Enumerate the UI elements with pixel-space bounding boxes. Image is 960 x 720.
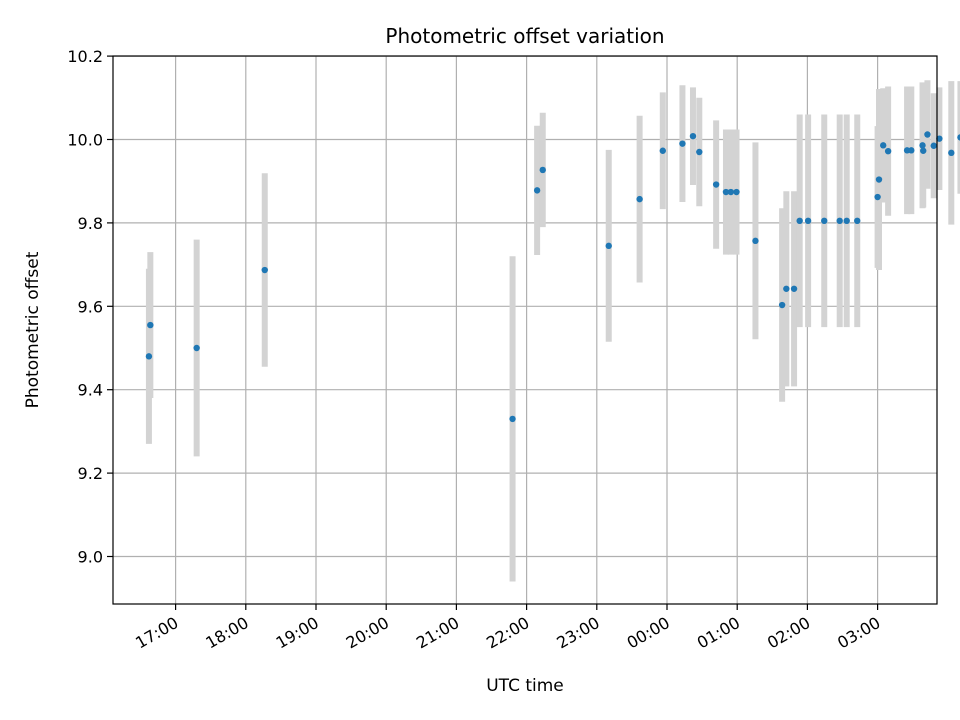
chart-title: Photometric offset variation (385, 24, 664, 48)
data-point (804, 217, 812, 225)
data-point (854, 217, 861, 225)
data-point (875, 176, 883, 183)
y-tick-label: 10.0 (67, 131, 103, 150)
x-tick-label: 00:00 (624, 613, 673, 653)
data-point (930, 142, 937, 149)
y-axis: 9.0 9.2 9.4 9.6 9.8 10.0 10.2 (67, 47, 113, 567)
data-point (884, 147, 892, 155)
data-point (752, 237, 759, 245)
data-point (796, 217, 803, 225)
data-point (193, 344, 200, 352)
x-tick-label: 02:00 (764, 613, 813, 653)
y-axis-title: Photometric offset (23, 251, 43, 408)
x-tick-label: 19:00 (273, 613, 322, 653)
data-point (948, 149, 955, 157)
x-tick-label: 03:00 (834, 613, 883, 653)
data-point (722, 188, 730, 196)
x-tick-label: 17:00 (132, 613, 181, 653)
y-tick-label: 10.2 (67, 47, 103, 66)
data-point (957, 134, 960, 141)
x-tick-label: 23:00 (553, 613, 602, 653)
x-axis-title: UTC time (486, 676, 564, 696)
data-point (509, 415, 516, 423)
x-tick-label: 01:00 (694, 613, 743, 653)
data-point (261, 266, 268, 274)
y-tick-label: 9.6 (78, 297, 103, 316)
data-point (659, 147, 666, 154)
data-point (880, 142, 887, 149)
y-tick-label: 9.2 (78, 464, 103, 483)
data-point (936, 135, 943, 142)
data-point (733, 188, 740, 196)
data-point (821, 217, 828, 225)
data-point (778, 301, 786, 309)
x-tick-label: 20:00 (343, 613, 392, 653)
x-tick-label: 18:00 (202, 613, 251, 653)
data-point (689, 132, 697, 140)
data-point (636, 195, 643, 203)
grid-lines (113, 55, 937, 604)
data-point (539, 166, 546, 174)
y-tick-label: 9.4 (78, 381, 103, 400)
data-point (783, 285, 790, 292)
data-point (145, 353, 153, 360)
error-bars (145, 80, 960, 582)
data-point (696, 148, 703, 156)
data-point (147, 321, 154, 329)
data-point (712, 181, 720, 188)
data-point (908, 147, 915, 154)
y-tick-label: 9.8 (78, 214, 103, 233)
x-tick-label: 21:00 (413, 613, 462, 653)
data-point (843, 217, 850, 225)
x-tick-label: 22:00 (483, 613, 532, 653)
data-point (836, 217, 843, 225)
data-point (919, 142, 926, 149)
data-point (533, 187, 541, 194)
data-point (790, 285, 798, 292)
x-axis: 17:00 18:00 19:00 20:00 21:00 22:00 23:00 00:00… (132, 604, 884, 653)
data-points (145, 131, 960, 423)
plot-frame (112, 55, 938, 605)
data-point (679, 140, 686, 147)
data-point (727, 188, 735, 196)
data-point (605, 242, 612, 250)
y-tick-label: 9.0 (78, 548, 103, 567)
data-point (920, 147, 927, 154)
data-point (874, 193, 881, 201)
data-point (924, 131, 931, 138)
